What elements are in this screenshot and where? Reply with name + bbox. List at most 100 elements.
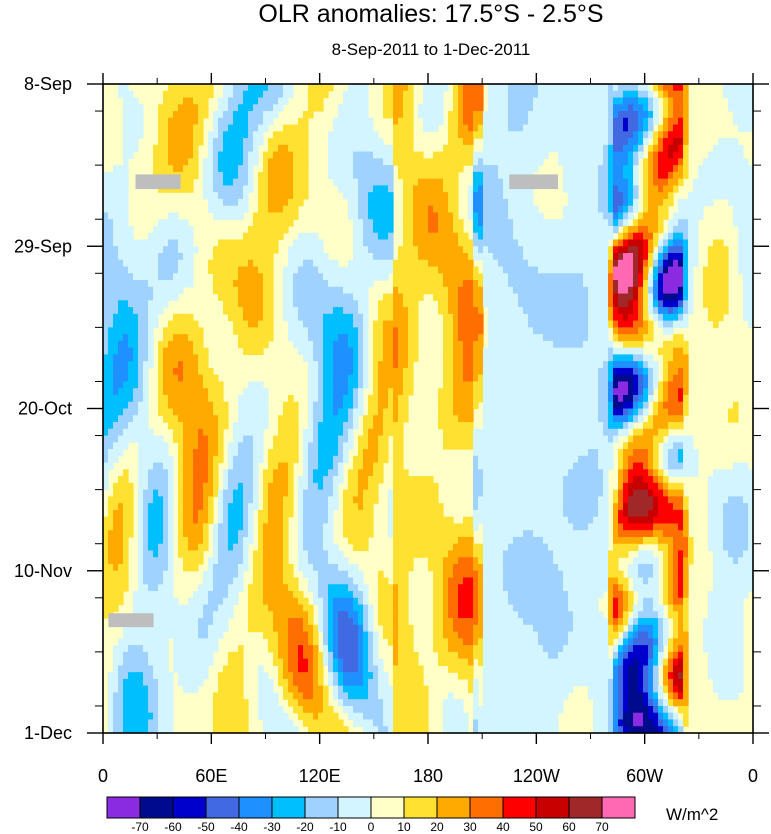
heatmap-cell: [218, 151, 224, 159]
heatmap-cell: [223, 131, 229, 139]
heatmap-cell: [183, 340, 189, 349]
heatmap-cell: [558, 280, 564, 288]
heatmap-cell: [458, 300, 464, 308]
heatmap-cell: [748, 165, 754, 173]
heatmap-cell: [408, 138, 414, 146]
heatmap-cell: [528, 124, 534, 132]
heatmap-cell: [518, 266, 524, 274]
heatmap-cell: [543, 84, 549, 92]
heatmap-cell: [388, 307, 394, 315]
heatmap-cell: [328, 313, 334, 322]
heatmap-cell: [348, 347, 354, 356]
heatmap-cell: [558, 124, 564, 132]
heatmap-cell: [283, 198, 289, 207]
heatmap-cell: [283, 286, 289, 295]
heatmap-cell: [448, 408, 454, 416]
heatmap-cell: [713, 171, 719, 180]
heatmap-cell: [358, 266, 364, 274]
heatmap-cell: [588, 347, 594, 356]
heatmap-cell: [558, 151, 564, 159]
heatmap-cell: [448, 394, 454, 403]
heatmap-cell: [443, 307, 449, 315]
heatmap-cell: [123, 198, 129, 207]
heatmap-cell: [558, 273, 564, 281]
heatmap-cell: [613, 131, 619, 139]
heatmap-cell: [318, 273, 324, 281]
heatmap-cell: [398, 158, 404, 166]
heatmap-cell: [528, 280, 534, 288]
heatmap-cell: [363, 138, 369, 146]
heatmap-cell: [693, 225, 699, 234]
heatmap-cell: [738, 124, 744, 132]
heatmap-cell: [293, 415, 299, 423]
heatmap-cell: [628, 253, 634, 261]
heatmap-cell: [648, 165, 654, 173]
heatmap-cell: [413, 192, 419, 200]
heatmap-cell: [183, 381, 189, 389]
heatmap-cell: [618, 90, 624, 99]
heatmap-cell: [673, 131, 679, 139]
heatmap-cell: [133, 347, 139, 356]
heatmap-cell: [473, 178, 479, 187]
heatmap-cell: [508, 354, 514, 362]
heatmap-cell: [353, 225, 359, 234]
heatmap-cell: [188, 280, 194, 288]
heatmap-cell: [668, 158, 674, 166]
heatmap-cell: [653, 178, 659, 187]
heatmap-cell: [583, 273, 589, 281]
heatmap-cell: [498, 347, 504, 356]
heatmap-cell: [568, 293, 574, 301]
heatmap-cell: [408, 158, 414, 166]
heatmap-cell: [168, 225, 174, 234]
heatmap-cell: [713, 286, 719, 295]
heatmap-cell: [498, 246, 504, 254]
heatmap-cell: [603, 354, 609, 362]
heatmap-cell: [503, 415, 509, 423]
heatmap-cell: [563, 212, 569, 220]
heatmap-cell: [248, 131, 254, 139]
heatmap-cell: [633, 293, 639, 301]
heatmap-cell: [478, 84, 484, 92]
heatmap-cell: [573, 111, 579, 119]
heatmap-cell: [648, 151, 654, 159]
heatmap-cell: [453, 151, 459, 159]
heatmap-cell: [668, 90, 674, 99]
heatmap-cell: [623, 219, 629, 227]
heatmap-cell: [513, 388, 519, 396]
heatmap-cell: [243, 313, 249, 322]
heatmap-cell: [533, 401, 539, 410]
heatmap-cell: [233, 171, 239, 180]
heatmap-cell: [598, 253, 604, 261]
heatmap-cell: [238, 293, 244, 301]
heatmap-cell: [233, 273, 239, 281]
heatmap-cell: [478, 198, 484, 207]
heatmap-cell: [143, 307, 149, 315]
heatmap-cell: [463, 408, 469, 416]
heatmap-cell: [233, 131, 239, 139]
heatmap-cell: [668, 307, 674, 315]
heatmap-cell: [483, 165, 489, 173]
heatmap-cell: [663, 320, 669, 328]
heatmap-cell: [188, 253, 194, 261]
heatmap-cell: [143, 334, 149, 342]
heatmap-cell: [303, 246, 309, 254]
heatmap-cell: [578, 198, 584, 207]
heatmap-cell: [273, 225, 279, 234]
heatmap-cell: [573, 334, 579, 342]
heatmap-cell: [298, 171, 304, 180]
heatmap-cell: [238, 198, 244, 207]
heatmap-cell: [668, 340, 674, 349]
heatmap-cell: [378, 198, 384, 207]
heatmap-cell: [113, 205, 119, 214]
heatmap-cell: [728, 178, 734, 187]
heatmap-cell: [303, 334, 309, 342]
heatmap-cell: [618, 327, 624, 335]
heatmap-cell: [453, 111, 459, 119]
heatmap-cell: [298, 300, 304, 308]
heatmap-cell: [458, 381, 464, 389]
heatmap-cell: [248, 151, 254, 159]
heatmap-cell: [448, 171, 454, 180]
heatmap-cell: [183, 178, 189, 187]
heatmap-cell: [363, 144, 369, 153]
heatmap-cell: [398, 171, 404, 180]
